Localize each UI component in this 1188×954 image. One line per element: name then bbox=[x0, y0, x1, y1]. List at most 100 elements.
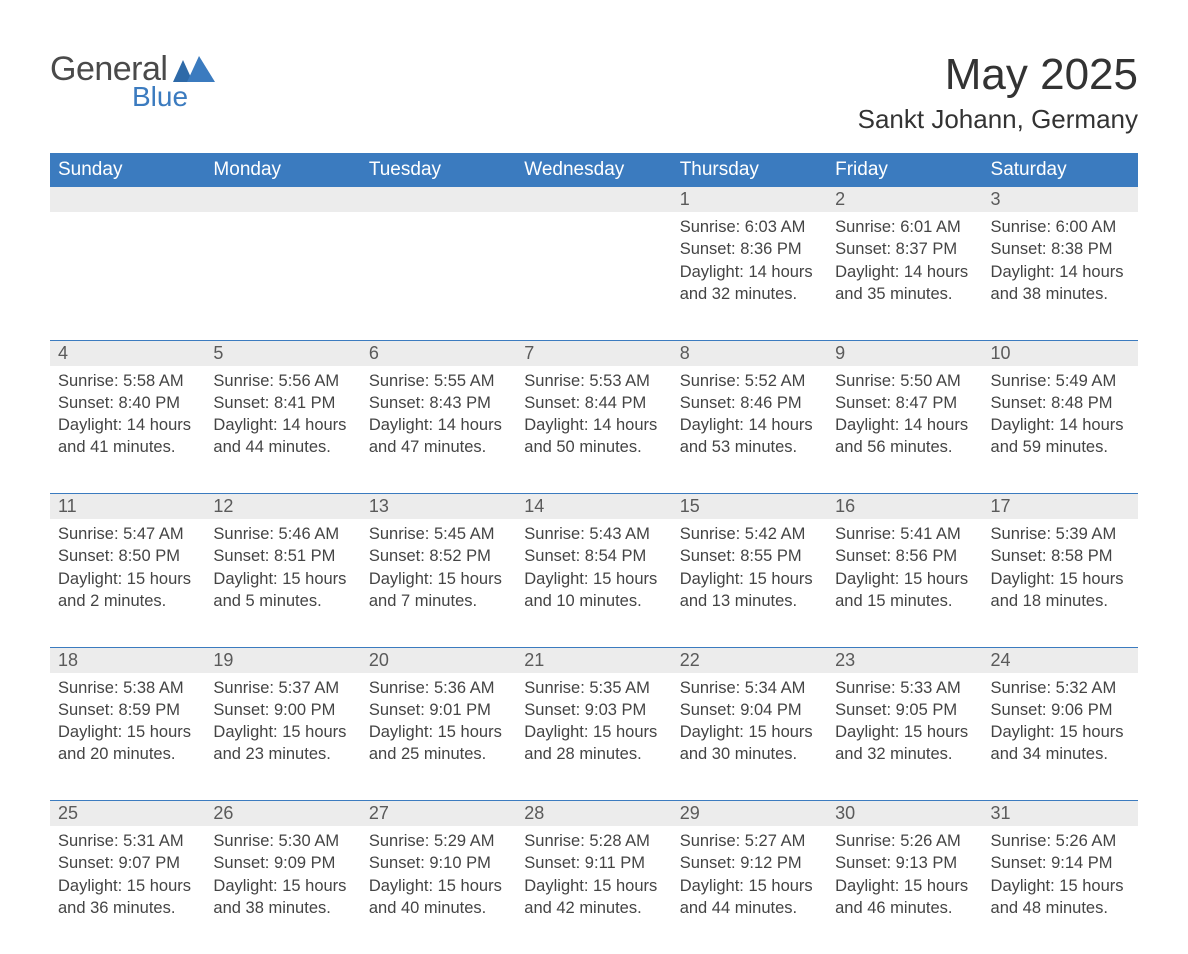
day-header: Monday bbox=[205, 153, 360, 187]
day-content: Sunrise: 5:38 AMSunset: 8:59 PMDaylight:… bbox=[50, 673, 205, 772]
day-number-cell: 24 bbox=[983, 647, 1138, 673]
sunrise-line: Sunrise: 5:49 AM bbox=[991, 370, 1130, 392]
daylight-line-1: Daylight: 14 hours bbox=[58, 414, 197, 436]
sunrise-line: Sunrise: 5:55 AM bbox=[369, 370, 508, 392]
day-cell bbox=[205, 212, 360, 340]
day-content: Sunrise: 5:47 AMSunset: 8:50 PMDaylight:… bbox=[50, 519, 205, 618]
day-number-cell: 22 bbox=[672, 647, 827, 673]
day-cell: Sunrise: 5:32 AMSunset: 9:06 PMDaylight:… bbox=[983, 673, 1138, 801]
sunrise-line: Sunrise: 5:37 AM bbox=[213, 677, 352, 699]
day-number-cell: 7 bbox=[516, 340, 671, 366]
daylight-line-1: Daylight: 15 hours bbox=[991, 875, 1130, 897]
sunset-line: Sunset: 8:52 PM bbox=[369, 545, 508, 567]
sunset-line: Sunset: 8:44 PM bbox=[524, 392, 663, 414]
day-cell: Sunrise: 5:47 AMSunset: 8:50 PMDaylight:… bbox=[50, 519, 205, 647]
daylight-line-1: Daylight: 15 hours bbox=[524, 568, 663, 590]
daylight-line-2: and 42 minutes. bbox=[524, 897, 663, 919]
daylight-line-1: Daylight: 15 hours bbox=[213, 568, 352, 590]
daylight-line-2: and 44 minutes. bbox=[680, 897, 819, 919]
day-number-cell: 18 bbox=[50, 647, 205, 673]
day-cell: Sunrise: 5:38 AMSunset: 8:59 PMDaylight:… bbox=[50, 673, 205, 801]
sunrise-line: Sunrise: 5:36 AM bbox=[369, 677, 508, 699]
daylight-line-2: and 23 minutes. bbox=[213, 743, 352, 765]
daylight-line-2: and 34 minutes. bbox=[991, 743, 1130, 765]
sunrise-line: Sunrise: 5:52 AM bbox=[680, 370, 819, 392]
day-cell: Sunrise: 5:56 AMSunset: 8:41 PMDaylight:… bbox=[205, 366, 360, 494]
day-content: Sunrise: 5:52 AMSunset: 8:46 PMDaylight:… bbox=[672, 366, 827, 465]
daylight-line-1: Daylight: 15 hours bbox=[524, 875, 663, 897]
day-cell bbox=[516, 212, 671, 340]
day-cell: Sunrise: 5:37 AMSunset: 9:00 PMDaylight:… bbox=[205, 673, 360, 801]
sunset-line: Sunset: 8:55 PM bbox=[680, 545, 819, 567]
daylight-line-1: Daylight: 14 hours bbox=[680, 261, 819, 283]
daylight-line-2: and 59 minutes. bbox=[991, 436, 1130, 458]
sunset-line: Sunset: 9:05 PM bbox=[835, 699, 974, 721]
sunrise-line: Sunrise: 6:03 AM bbox=[680, 216, 819, 238]
daylight-line-2: and 38 minutes. bbox=[213, 897, 352, 919]
sunset-line: Sunset: 8:37 PM bbox=[835, 238, 974, 260]
daylight-line-2: and 50 minutes. bbox=[524, 436, 663, 458]
day-number-cell: 12 bbox=[205, 494, 360, 520]
sunset-line: Sunset: 8:40 PM bbox=[58, 392, 197, 414]
month-title: May 2025 bbox=[858, 50, 1138, 100]
sunset-line: Sunset: 9:04 PM bbox=[680, 699, 819, 721]
day-content: Sunrise: 6:00 AMSunset: 8:38 PMDaylight:… bbox=[983, 212, 1138, 311]
day-header: Saturday bbox=[983, 153, 1138, 187]
daylight-line-2: and 36 minutes. bbox=[58, 897, 197, 919]
day-number-cell: 30 bbox=[827, 801, 982, 827]
sunrise-line: Sunrise: 5:38 AM bbox=[58, 677, 197, 699]
sunrise-line: Sunrise: 6:00 AM bbox=[991, 216, 1130, 238]
daylight-line-2: and 25 minutes. bbox=[369, 743, 508, 765]
sunrise-line: Sunrise: 6:01 AM bbox=[835, 216, 974, 238]
day-content: Sunrise: 5:53 AMSunset: 8:44 PMDaylight:… bbox=[516, 366, 671, 465]
day-number-cell: 23 bbox=[827, 647, 982, 673]
sunrise-line: Sunrise: 5:53 AM bbox=[524, 370, 663, 392]
day-header: Wednesday bbox=[516, 153, 671, 187]
day-cell: Sunrise: 5:53 AMSunset: 8:44 PMDaylight:… bbox=[516, 366, 671, 494]
day-cell: Sunrise: 5:26 AMSunset: 9:13 PMDaylight:… bbox=[827, 826, 982, 954]
day-number-cell bbox=[205, 187, 360, 212]
day-header: Thursday bbox=[672, 153, 827, 187]
sunset-line: Sunset: 9:14 PM bbox=[991, 852, 1130, 874]
daylight-line-2: and 41 minutes. bbox=[58, 436, 197, 458]
day-cell: Sunrise: 5:50 AMSunset: 8:47 PMDaylight:… bbox=[827, 366, 982, 494]
daylight-line-1: Daylight: 15 hours bbox=[369, 721, 508, 743]
day-content: Sunrise: 5:26 AMSunset: 9:13 PMDaylight:… bbox=[827, 826, 982, 925]
day-number-row: 25262728293031 bbox=[50, 801, 1138, 827]
day-number-cell: 14 bbox=[516, 494, 671, 520]
daylight-line-1: Daylight: 15 hours bbox=[213, 721, 352, 743]
day-content: Sunrise: 5:37 AMSunset: 9:00 PMDaylight:… bbox=[205, 673, 360, 772]
day-cell: Sunrise: 5:43 AMSunset: 8:54 PMDaylight:… bbox=[516, 519, 671, 647]
day-content: Sunrise: 5:56 AMSunset: 8:41 PMDaylight:… bbox=[205, 366, 360, 465]
sunrise-line: Sunrise: 5:31 AM bbox=[58, 830, 197, 852]
day-content: Sunrise: 5:35 AMSunset: 9:03 PMDaylight:… bbox=[516, 673, 671, 772]
day-content: Sunrise: 5:32 AMSunset: 9:06 PMDaylight:… bbox=[983, 673, 1138, 772]
day-cell: Sunrise: 5:33 AMSunset: 9:05 PMDaylight:… bbox=[827, 673, 982, 801]
daylight-line-1: Daylight: 15 hours bbox=[58, 875, 197, 897]
day-number-cell: 2 bbox=[827, 187, 982, 212]
day-number-cell: 11 bbox=[50, 494, 205, 520]
day-content: Sunrise: 5:55 AMSunset: 8:43 PMDaylight:… bbox=[361, 366, 516, 465]
day-header: Tuesday bbox=[361, 153, 516, 187]
day-content: Sunrise: 5:26 AMSunset: 9:14 PMDaylight:… bbox=[983, 826, 1138, 925]
daylight-line-1: Daylight: 14 hours bbox=[213, 414, 352, 436]
daylight-line-1: Daylight: 14 hours bbox=[835, 261, 974, 283]
sunrise-line: Sunrise: 5:35 AM bbox=[524, 677, 663, 699]
daylight-line-1: Daylight: 14 hours bbox=[835, 414, 974, 436]
sunset-line: Sunset: 9:07 PM bbox=[58, 852, 197, 874]
day-number-cell: 6 bbox=[361, 340, 516, 366]
sunset-line: Sunset: 8:48 PM bbox=[991, 392, 1130, 414]
day-content-row: Sunrise: 5:47 AMSunset: 8:50 PMDaylight:… bbox=[50, 519, 1138, 647]
day-number-row: 11121314151617 bbox=[50, 494, 1138, 520]
day-number-cell: 19 bbox=[205, 647, 360, 673]
day-number-cell: 31 bbox=[983, 801, 1138, 827]
brand-logo: General Blue bbox=[50, 50, 215, 113]
day-number-cell: 28 bbox=[516, 801, 671, 827]
sunset-line: Sunset: 8:56 PM bbox=[835, 545, 974, 567]
sunrise-line: Sunrise: 5:42 AM bbox=[680, 523, 819, 545]
sunset-line: Sunset: 8:51 PM bbox=[213, 545, 352, 567]
sunset-line: Sunset: 9:06 PM bbox=[991, 699, 1130, 721]
day-cell: Sunrise: 5:26 AMSunset: 9:14 PMDaylight:… bbox=[983, 826, 1138, 954]
sunset-line: Sunset: 8:41 PM bbox=[213, 392, 352, 414]
day-cell: Sunrise: 5:35 AMSunset: 9:03 PMDaylight:… bbox=[516, 673, 671, 801]
